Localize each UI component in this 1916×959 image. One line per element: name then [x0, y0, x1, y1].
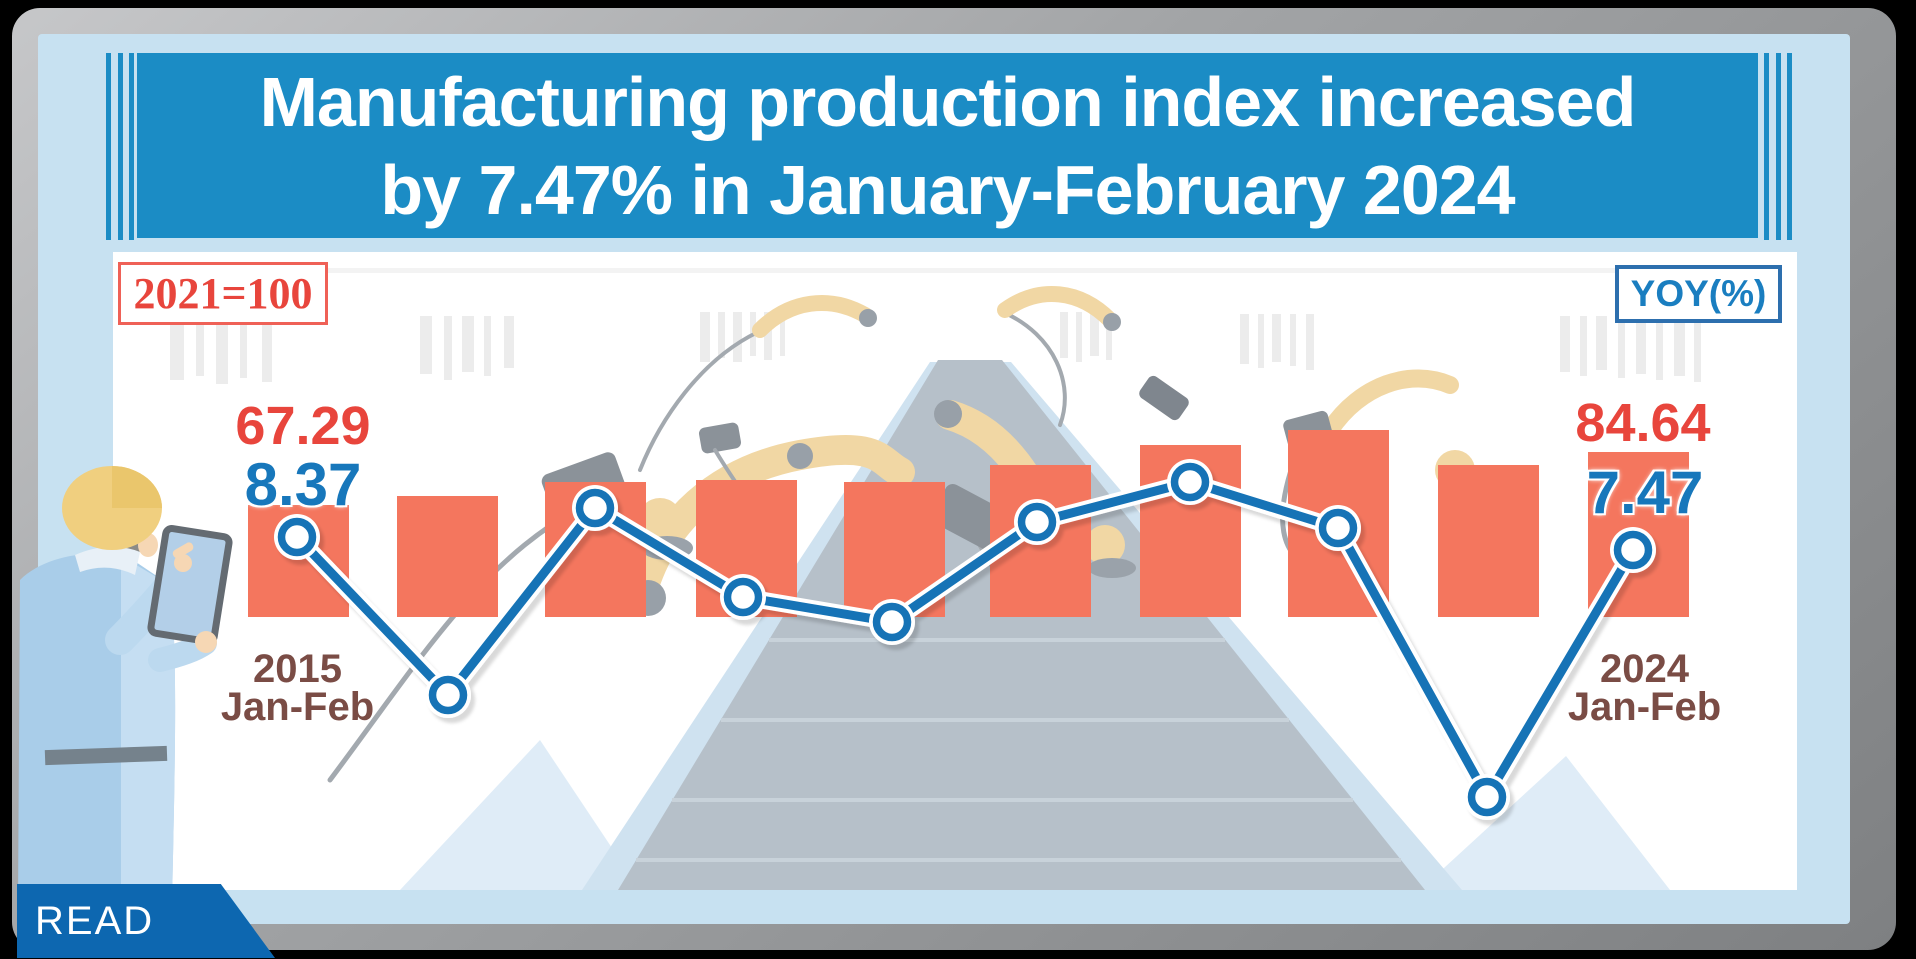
- line-marker: [872, 602, 912, 642]
- ceiling-line: [150, 268, 1710, 273]
- axis-label-end: 2024 Jan-Feb: [1552, 647, 1737, 729]
- line-marker: [428, 675, 468, 715]
- page-title-line2: by 7.47% in January-February 2024: [380, 150, 1515, 229]
- start-period: Jan-Feb: [220, 685, 375, 729]
- base-year-label: 2021=100: [133, 269, 313, 318]
- worker-belt: [44, 745, 168, 766]
- worker-hand-upper: [174, 554, 192, 572]
- yoy-line-series: [274, 459, 1656, 820]
- yoy-unit-label: YOY(%): [1630, 273, 1767, 314]
- page-title-line1: Manufacturing production index increased: [259, 62, 1637, 141]
- index-bar: [1438, 465, 1539, 617]
- start-year: 2015: [253, 647, 342, 691]
- index-value-start: 67.29: [235, 396, 371, 456]
- index-value-end: 84.64: [1575, 393, 1711, 453]
- read-button-label: READ: [35, 898, 155, 943]
- line-marker: [277, 517, 317, 557]
- worker-hand-lower: [195, 631, 217, 653]
- index-bar: [397, 496, 498, 617]
- combo-chart: [248, 430, 1689, 820]
- worker-finger: [172, 542, 194, 559]
- line-marker: [1017, 502, 1057, 542]
- wall-stripes: [170, 312, 1701, 384]
- line-marker: [1318, 508, 1358, 548]
- tablet: [147, 525, 233, 645]
- banner-deco-lines-left: [106, 53, 134, 240]
- yoy-value-start: 8.37: [244, 451, 362, 518]
- end-period: Jan-Feb: [1567, 685, 1722, 729]
- belt-seams: [636, 638, 1401, 862]
- worker-collar: [75, 546, 140, 575]
- banner-deco-lines-right: [1764, 53, 1792, 240]
- title-banner: Manufacturing production index increased…: [137, 53, 1758, 238]
- line-marker: [1170, 462, 1210, 502]
- line-marker: [1467, 777, 1507, 817]
- base-year-badge: 2021=100: [118, 262, 328, 325]
- line-marker: [723, 577, 763, 617]
- read-button[interactable]: READ: [17, 884, 275, 958]
- yoy-value-end: 7.47: [1586, 459, 1704, 526]
- line-marker: [575, 488, 615, 528]
- yoy-unit-badge: YOY(%): [1615, 265, 1782, 323]
- worker-illustration: [18, 466, 233, 905]
- hardhat-shade: [112, 466, 162, 508]
- axis-label-start: 2015 Jan-Feb: [205, 647, 390, 729]
- end-year: 2024: [1600, 647, 1689, 691]
- line-marker: [1613, 530, 1653, 570]
